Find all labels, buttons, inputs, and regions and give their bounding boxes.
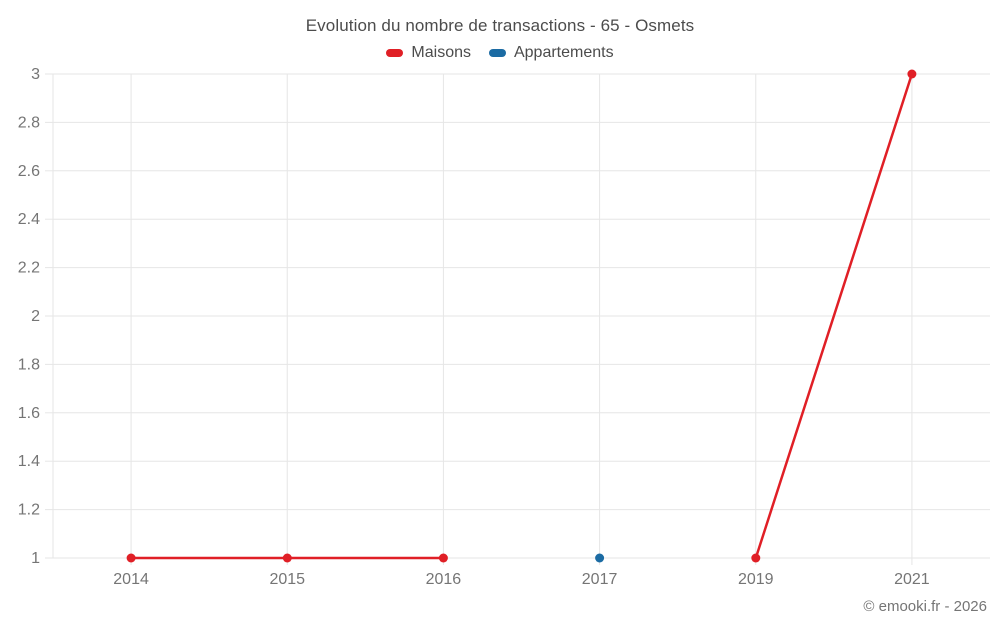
series-appartements-marker — [595, 553, 605, 563]
legend-label-maisons: Maisons — [411, 44, 471, 61]
x-tick-label: 2019 — [738, 571, 774, 588]
series-maisons-marker — [751, 553, 761, 563]
series-maisons-marker — [282, 553, 292, 563]
y-tick-label: 2.6 — [18, 163, 40, 180]
appartements-series-swatch-icon — [488, 49, 506, 57]
series-appartements — [595, 553, 605, 563]
series-maisons-marker — [438, 553, 448, 563]
chart-title: Evolution du nombre de transactions - 65… — [305, 16, 695, 35]
copyright-text: © emooki.fr - 2026 — [863, 598, 987, 615]
y-tick-label: 1 — [31, 550, 40, 567]
x-tick-label: 2015 — [269, 571, 305, 588]
y-tick-label: 1.8 — [18, 356, 40, 373]
x-tick-label: 2021 — [894, 571, 930, 588]
x-tick-label: 2014 — [113, 571, 149, 588]
y-tick-label: 1.2 — [18, 502, 40, 519]
y-tick-label: 2.2 — [18, 260, 40, 277]
legend-item-appartements[interactable]: Appartements — [488, 44, 614, 62]
series-maisons-marker — [126, 553, 136, 563]
x-tick-label: 2017 — [582, 571, 618, 588]
y-tick-label: 1.4 — [18, 453, 40, 470]
legend-item-maisons[interactable]: Maisons — [386, 44, 471, 62]
y-tick-label: 2.8 — [18, 114, 40, 131]
maisons-series-swatch-icon — [386, 49, 404, 57]
chart-legend: Maisons Appartements — [0, 44, 1000, 62]
series-maisons — [126, 69, 917, 563]
legend-label-appartements: Appartements — [513, 44, 614, 61]
x-tick-label: 2016 — [426, 571, 462, 588]
gridlines — [45, 73, 990, 565]
y-tick-label: 3 — [31, 66, 40, 83]
y-tick-label: 2 — [31, 308, 40, 325]
y-tick-label: 2.4 — [18, 211, 40, 228]
y-tick-label: 1.6 — [18, 405, 40, 422]
axis-labels: 1 1.2 1.4 1.6 1.8 2 2.2 2.4 2.6 2.8 3 2014 2015 2016 2… — [18, 66, 930, 588]
series-maisons-marker — [907, 69, 917, 79]
